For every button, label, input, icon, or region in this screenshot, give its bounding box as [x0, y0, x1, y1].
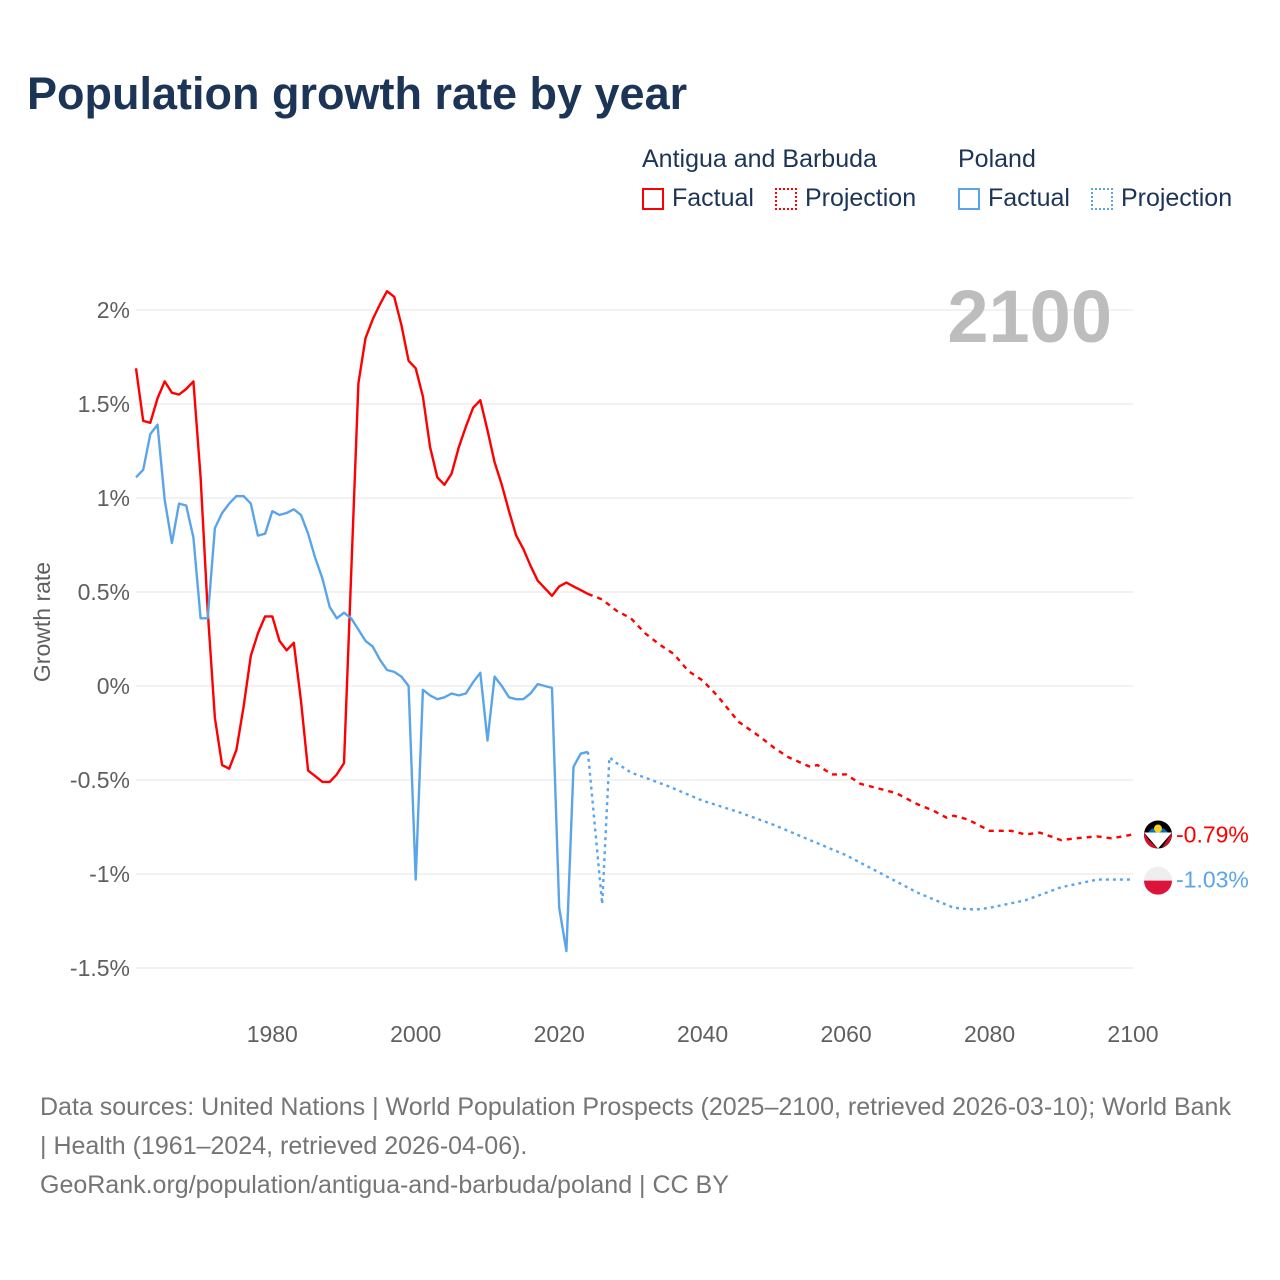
- legend-label: Projection: [1120, 184, 1233, 212]
- legend-poland: Poland Factual Projection: [958, 145, 1232, 217]
- y-tick-label: -0.5%: [70, 767, 130, 793]
- year-watermark: 2100: [947, 275, 1112, 358]
- x-tick-label: 2080: [964, 1021, 1015, 1047]
- source-link[interactable]: GeoRank.org/population/antigua-and-barbu…: [40, 1171, 729, 1199]
- solid-swatch-icon: [958, 187, 980, 210]
- end-value-label: -0.79%: [1176, 822, 1249, 848]
- legend-antigua-projection[interactable]: Projection: [774, 184, 917, 213]
- antigua-flag-icon: [1144, 820, 1172, 849]
- series-line-projection: [586, 751, 1133, 911]
- legend-group-name: Antigua and Barbuda: [642, 145, 877, 173]
- y-tick-label: -1%: [89, 861, 130, 887]
- line-chart: 2% 1.5% 1% 0.5% 0% -0.5% -1% -1.5% 1980 2000 2020 2…: [29, 275, 1249, 1047]
- y-tick-label: 2%: [97, 297, 130, 323]
- footer: Data sources: United Nations | World Pop…: [40, 1088, 1240, 1205]
- x-tick-label: 2000: [390, 1021, 441, 1047]
- legend-poland-factual[interactable]: Factual: [958, 184, 1070, 213]
- x-tick-label: 2100: [1107, 1021, 1158, 1047]
- x-tick-label: 2020: [534, 1021, 585, 1047]
- legend-label: Projection: [804, 184, 917, 212]
- x-tick-label: 1980: [247, 1021, 298, 1047]
- series-line-factual: [134, 290, 589, 784]
- legend-antigua: Antigua and Barbuda Factual Projection: [642, 145, 930, 217]
- solid-swatch-icon: [642, 187, 664, 210]
- y-tick-label: -1.5%: [70, 955, 130, 981]
- y-tick-label: 1.5%: [78, 391, 130, 417]
- legend-group-name: Poland: [958, 145, 1036, 173]
- y-axis-label: Growth rate: [29, 562, 55, 682]
- y-tick-label: 0%: [97, 673, 130, 699]
- legend-poland-projection[interactable]: Projection: [1090, 184, 1233, 213]
- dotted-swatch-icon: [1090, 187, 1113, 210]
- series-line-factual: [135, 423, 589, 953]
- x-tick-label: 2040: [677, 1021, 728, 1047]
- y-tick-label: 0.5%: [78, 579, 130, 605]
- page-title: Population growth rate by year: [27, 68, 688, 119]
- end-value-label: -1.03%: [1176, 867, 1249, 893]
- dotted-swatch-icon: [774, 187, 797, 210]
- series-line-projection: [587, 592, 1134, 842]
- poland-flag-icon: [1144, 866, 1172, 895]
- data-sources: Data sources: United Nations | World Pop…: [40, 1093, 1231, 1160]
- legend-antigua-factual[interactable]: Factual: [642, 184, 754, 213]
- y-tick-label: 1%: [97, 485, 130, 511]
- legend-label: Factual: [672, 184, 754, 212]
- legend-label: Factual: [988, 184, 1070, 212]
- x-tick-label: 2060: [821, 1021, 872, 1047]
